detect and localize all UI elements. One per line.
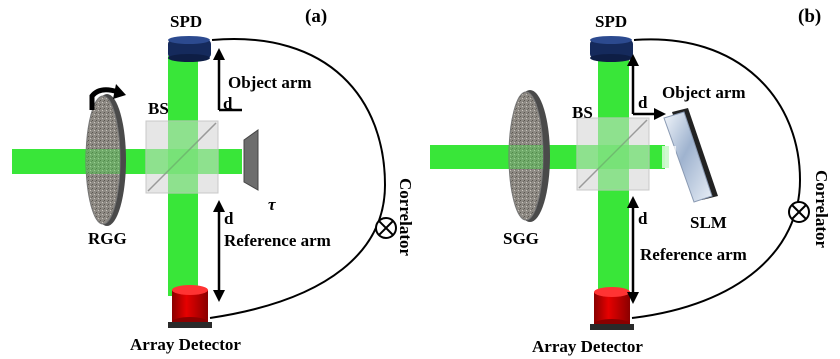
array-detector bbox=[590, 287, 634, 330]
panel-tag: (a) bbox=[305, 6, 327, 27]
delay-mirror bbox=[243, 129, 259, 191]
rotating-ground-glass bbox=[85, 94, 126, 226]
panel-a: (a) SPD Object arm d BS τ RGG d Referenc… bbox=[12, 6, 415, 354]
correlator-wire bbox=[209, 38, 387, 319]
reference-arm-length-label: d bbox=[638, 209, 648, 228]
object-arm-label: Object arm bbox=[228, 73, 312, 92]
spd-detector bbox=[168, 36, 211, 62]
array-detector-label: Array Detector bbox=[532, 337, 643, 356]
object-arm-arrow bbox=[627, 54, 666, 120]
diffuser-label: RGG bbox=[88, 229, 127, 248]
object-arm-length-label: d bbox=[638, 93, 648, 112]
curved-arrow-icon bbox=[89, 87, 119, 110]
object-arm-arrow bbox=[213, 48, 242, 112]
circle-cross-icon bbox=[788, 201, 810, 223]
spatial-light-modulator bbox=[662, 108, 718, 203]
beam-splitter-label: BS bbox=[572, 103, 593, 122]
beam-splitter-cube bbox=[145, 120, 219, 194]
spd-label: SPD bbox=[595, 12, 627, 31]
reference-arm-arrow bbox=[213, 200, 225, 302]
circle-cross-icon bbox=[375, 217, 397, 239]
correlator-label: Correlator bbox=[812, 170, 831, 248]
correlator-wire bbox=[631, 38, 802, 319]
beam-splitter-cube bbox=[576, 117, 650, 191]
delay-label: τ bbox=[268, 195, 276, 214]
static-ground-glass bbox=[508, 90, 550, 222]
reference-arm-arrow bbox=[627, 196, 639, 304]
object-arm-label: Object arm bbox=[662, 83, 746, 102]
diffuser-label: SGG bbox=[503, 229, 539, 248]
object-arm-length-label: d bbox=[223, 94, 233, 113]
spd-detector bbox=[590, 36, 633, 62]
reference-arm-label: Reference arm bbox=[640, 245, 747, 264]
panel-tag: (b) bbox=[798, 6, 821, 27]
array-detector bbox=[168, 285, 212, 328]
beam-splitter-label: BS bbox=[148, 99, 169, 118]
spd-label: SPD bbox=[170, 12, 202, 31]
correlator-label: Correlator bbox=[396, 178, 415, 256]
modulator-label: SLM bbox=[690, 213, 727, 232]
reference-arm-length-label: d bbox=[224, 209, 234, 228]
panel-b: (b) SPD Object arm d BS SLM SGG d Refere… bbox=[430, 6, 831, 356]
reference-arm-label: Reference arm bbox=[224, 231, 331, 250]
array-detector-label: Array Detector bbox=[130, 335, 241, 354]
